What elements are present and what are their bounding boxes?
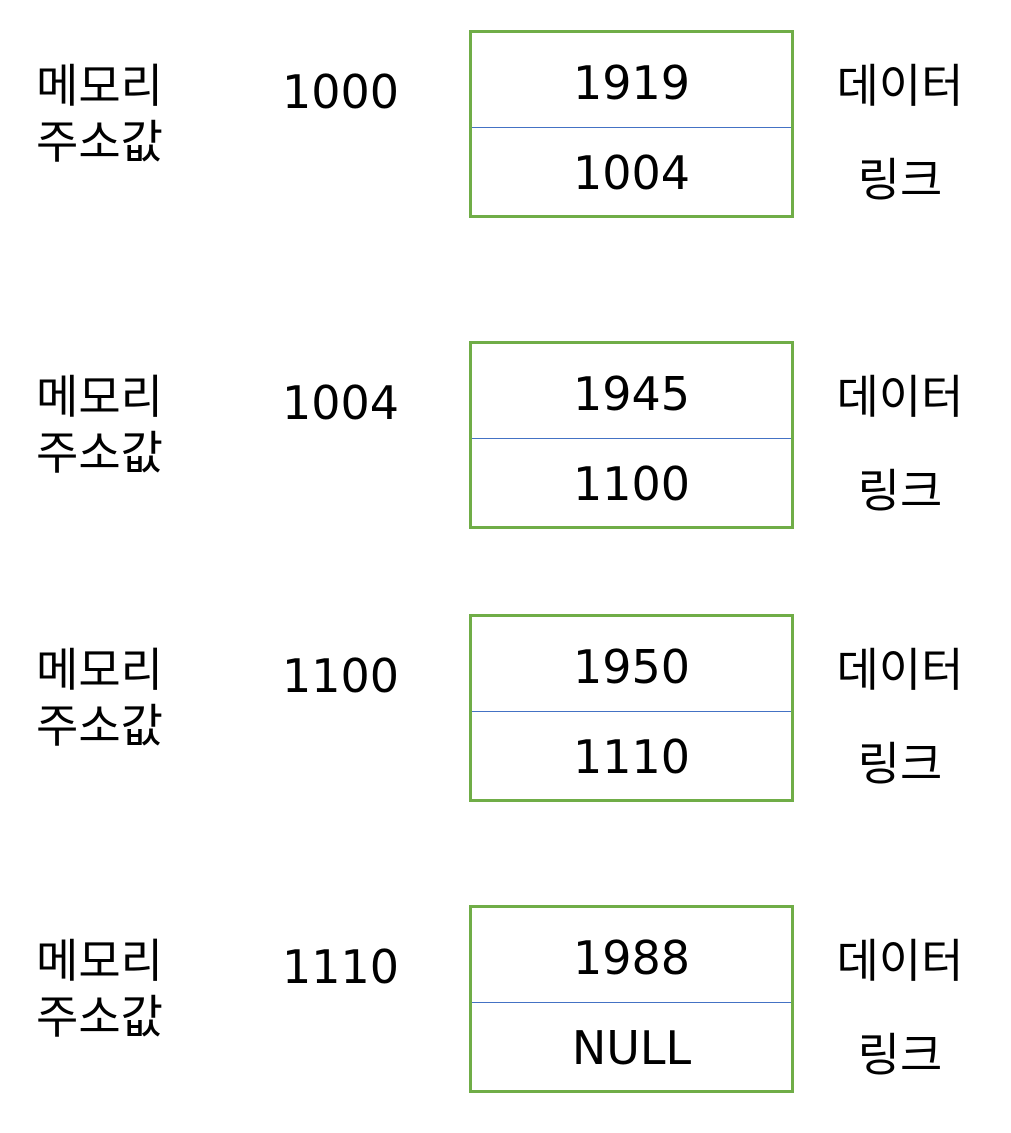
memory-address-label-line2: 주소값 xyxy=(36,115,163,169)
data-field-label: 데이터 xyxy=(836,643,964,697)
link-field-label: 링크 xyxy=(857,1028,943,1082)
memory-address-label: 메모리 주소값 xyxy=(36,642,163,754)
node-link-cell: NULL xyxy=(571,1021,692,1075)
memory-address-label-line2: 주소값 xyxy=(36,990,163,1044)
memory-address-value: 1110 xyxy=(282,940,400,994)
memory-address-value: 1004 xyxy=(282,376,400,430)
link-field-label: 링크 xyxy=(857,737,943,791)
node-data-cell: 1919 xyxy=(472,33,791,128)
field-labels: 데이터 링크 xyxy=(830,369,970,519)
memory-address-label-line1: 메모리 xyxy=(36,59,163,113)
node-link-cell: 1100 xyxy=(572,457,691,511)
memory-address-label-line2: 주소값 xyxy=(36,699,163,753)
memory-address-label: 메모리 주소값 xyxy=(36,58,163,170)
data-field-label: 데이터 xyxy=(836,934,964,988)
memory-address-value: 1000 xyxy=(282,65,400,119)
memory-address-label-line1: 메모리 xyxy=(36,643,163,697)
link-field-label: 링크 xyxy=(857,153,943,207)
field-labels: 데이터 링크 xyxy=(830,58,970,208)
node-row: 메모리 주소값 1000 1919 1004 데이터 링크 xyxy=(0,30,1011,230)
node-link-cell: 1110 xyxy=(572,730,691,784)
node-data-cell: 1950 xyxy=(472,617,791,712)
node-row: 메모리 주소값 1004 1945 1100 데이터 링크 xyxy=(0,341,1011,541)
node-box: 1950 1110 xyxy=(469,614,794,802)
memory-address-value: 1100 xyxy=(282,649,400,703)
node-data-cell: 1945 xyxy=(472,344,791,439)
node-box: 1988 NULL xyxy=(469,905,794,1093)
node-box: 1945 1100 xyxy=(469,341,794,529)
node-box: 1919 1004 xyxy=(469,30,794,218)
node-row: 메모리 주소값 1110 1988 NULL 데이터 링크 xyxy=(0,905,1011,1105)
memory-address-label: 메모리 주소값 xyxy=(36,933,163,1045)
node-data-cell: 1988 xyxy=(472,908,791,1003)
node-link-cell: 1004 xyxy=(572,146,691,200)
field-labels: 데이터 링크 xyxy=(830,642,970,792)
node-row: 메모리 주소값 1100 1950 1110 데이터 링크 xyxy=(0,614,1011,814)
memory-address-label: 메모리 주소값 xyxy=(36,369,163,481)
data-field-label: 데이터 xyxy=(836,59,964,113)
memory-address-label-line1: 메모리 xyxy=(36,934,163,988)
memory-address-label-line1: 메모리 xyxy=(36,370,163,424)
data-field-label: 데이터 xyxy=(836,370,964,424)
memory-address-label-line2: 주소값 xyxy=(36,426,163,480)
field-labels: 데이터 링크 xyxy=(830,933,970,1083)
link-field-label: 링크 xyxy=(857,464,943,518)
